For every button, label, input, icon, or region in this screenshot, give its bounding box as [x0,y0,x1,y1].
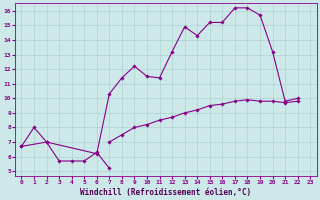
X-axis label: Windchill (Refroidissement éolien,°C): Windchill (Refroidissement éolien,°C) [80,188,252,197]
